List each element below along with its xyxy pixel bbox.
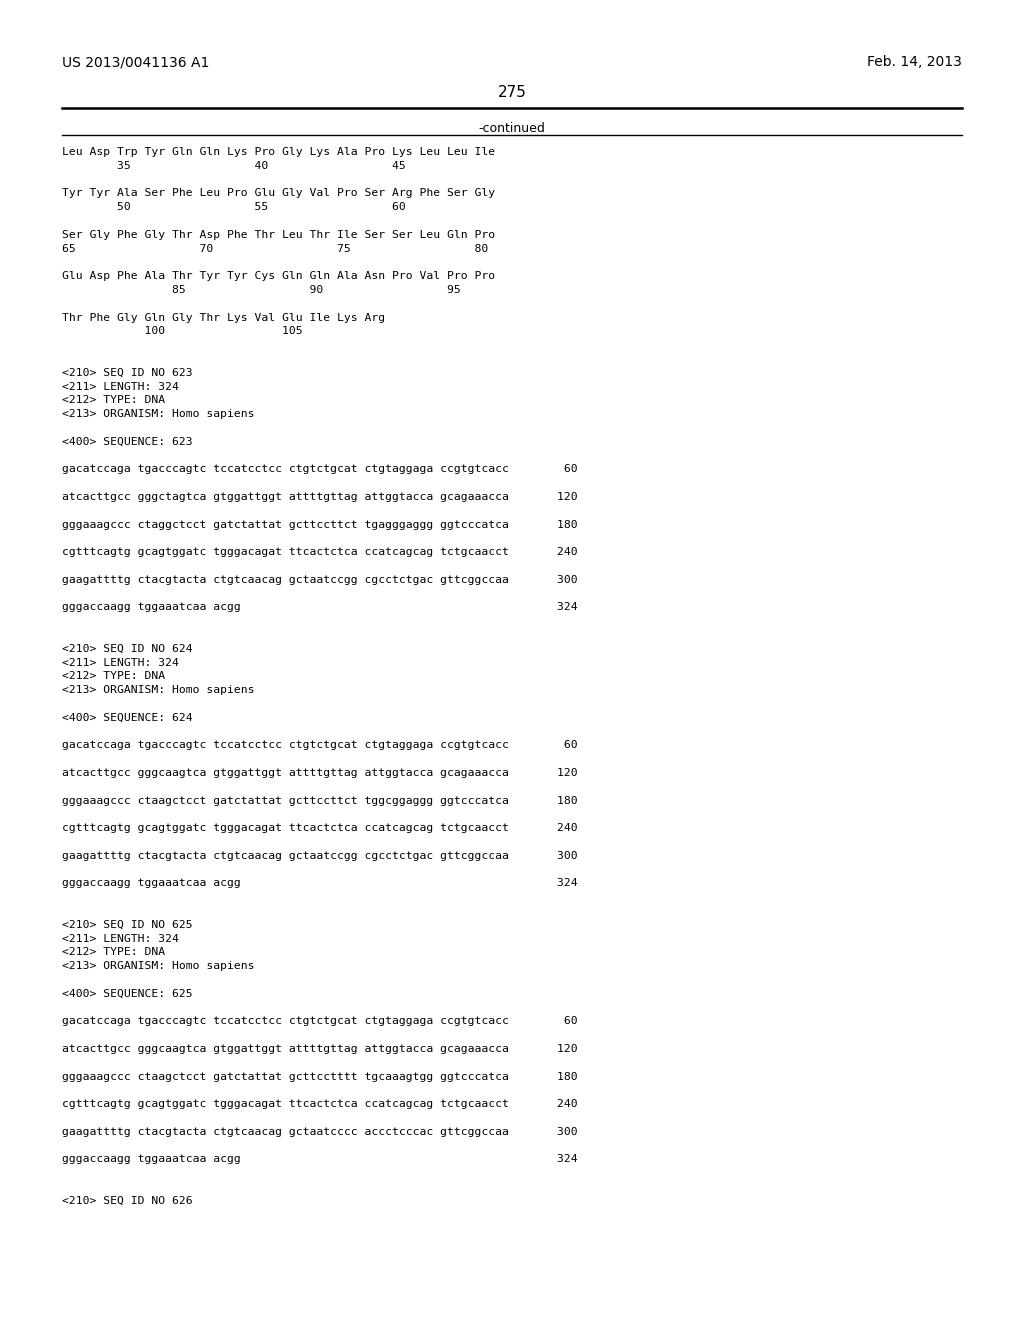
Text: Glu Asp Phe Ala Thr Tyr Tyr Cys Gln Gln Ala Asn Pro Val Pro Pro: Glu Asp Phe Ala Thr Tyr Tyr Cys Gln Gln … xyxy=(62,271,496,281)
Text: <213> ORGANISM: Homo sapiens: <213> ORGANISM: Homo sapiens xyxy=(62,961,255,972)
Text: gggaccaagg tggaaatcaa acgg                                              324: gggaccaagg tggaaatcaa acgg 324 xyxy=(62,1155,578,1164)
Text: 65                  70                  75                  80: 65 70 75 80 xyxy=(62,244,488,253)
Text: atcacttgcc gggcaagtca gtggattggt attttgttag attggtacca gcagaaacca       120: atcacttgcc gggcaagtca gtggattggt attttgt… xyxy=(62,1044,578,1053)
Text: <400> SEQUENCE: 625: <400> SEQUENCE: 625 xyxy=(62,989,193,999)
Text: gggaaagccc ctaggctcct gatctattat gcttccttct tgagggaggg ggtcccatca       180: gggaaagccc ctaggctcct gatctattat gcttcct… xyxy=(62,520,578,529)
Text: 50                  55                  60: 50 55 60 xyxy=(62,202,406,213)
Text: 35                  40                  45: 35 40 45 xyxy=(62,161,406,170)
Text: <213> ORGANISM: Homo sapiens: <213> ORGANISM: Homo sapiens xyxy=(62,409,255,420)
Text: gggaccaagg tggaaatcaa acgg                                              324: gggaccaagg tggaaatcaa acgg 324 xyxy=(62,878,578,888)
Text: cgtttcagtg gcagtggatc tgggacagat ttcactctca ccatcagcag tctgcaacct       240: cgtttcagtg gcagtggatc tgggacagat ttcactc… xyxy=(62,824,578,833)
Text: US 2013/0041136 A1: US 2013/0041136 A1 xyxy=(62,55,209,69)
Text: Feb. 14, 2013: Feb. 14, 2013 xyxy=(867,55,962,69)
Text: <212> TYPE: DNA: <212> TYPE: DNA xyxy=(62,672,165,681)
Text: gacatccaga tgacccagtc tccatcctcc ctgtctgcat ctgtaggaga ccgtgtcacc        60: gacatccaga tgacccagtc tccatcctcc ctgtctg… xyxy=(62,465,578,474)
Text: 275: 275 xyxy=(498,84,526,100)
Text: 85                  90                  95: 85 90 95 xyxy=(62,285,461,294)
Text: gacatccaga tgacccagtc tccatcctcc ctgtctgcat ctgtaggaga ccgtgtcacc        60: gacatccaga tgacccagtc tccatcctcc ctgtctg… xyxy=(62,1016,578,1027)
Text: <212> TYPE: DNA: <212> TYPE: DNA xyxy=(62,948,165,957)
Text: <212> TYPE: DNA: <212> TYPE: DNA xyxy=(62,396,165,405)
Text: atcacttgcc gggctagtca gtggattggt attttgttag attggtacca gcagaaacca       120: atcacttgcc gggctagtca gtggattggt attttgt… xyxy=(62,492,578,502)
Text: cgtttcagtg gcagtggatc tgggacagat ttcactctca ccatcagcag tctgcaacct       240: cgtttcagtg gcagtggatc tgggacagat ttcactc… xyxy=(62,1100,578,1109)
Text: Ser Gly Phe Gly Thr Asp Phe Thr Leu Thr Ile Ser Ser Leu Gln Pro: Ser Gly Phe Gly Thr Asp Phe Thr Leu Thr … xyxy=(62,230,496,240)
Text: <210> SEQ ID NO 624: <210> SEQ ID NO 624 xyxy=(62,644,193,653)
Text: gggaaagccc ctaagctcct gatctattat gcttccttct tggcggaggg ggtcccatca       180: gggaaagccc ctaagctcct gatctattat gcttcct… xyxy=(62,796,578,805)
Text: 100                 105: 100 105 xyxy=(62,326,303,337)
Text: <400> SEQUENCE: 623: <400> SEQUENCE: 623 xyxy=(62,437,193,446)
Text: <211> LENGTH: 324: <211> LENGTH: 324 xyxy=(62,381,179,392)
Text: gggaccaagg tggaaatcaa acgg                                              324: gggaccaagg tggaaatcaa acgg 324 xyxy=(62,602,578,612)
Text: cgtttcagtg gcagtggatc tgggacagat ttcactctca ccatcagcag tctgcaacct       240: cgtttcagtg gcagtggatc tgggacagat ttcactc… xyxy=(62,548,578,557)
Text: Leu Asp Trp Tyr Gln Gln Lys Pro Gly Lys Ala Pro Lys Leu Leu Ile: Leu Asp Trp Tyr Gln Gln Lys Pro Gly Lys … xyxy=(62,147,496,157)
Text: <211> LENGTH: 324: <211> LENGTH: 324 xyxy=(62,657,179,668)
Text: <400> SEQUENCE: 624: <400> SEQUENCE: 624 xyxy=(62,713,193,723)
Text: -continued: -continued xyxy=(478,121,546,135)
Text: Tyr Tyr Ala Ser Phe Leu Pro Glu Gly Val Pro Ser Arg Phe Ser Gly: Tyr Tyr Ala Ser Phe Leu Pro Glu Gly Val … xyxy=(62,189,496,198)
Text: gacatccaga tgacccagtc tccatcctcc ctgtctgcat ctgtaggaga ccgtgtcacc        60: gacatccaga tgacccagtc tccatcctcc ctgtctg… xyxy=(62,741,578,750)
Text: gaagattttg ctacgtacta ctgtcaacag gctaatccgg cgcctctgac gttcggccaa       300: gaagattttg ctacgtacta ctgtcaacag gctaatc… xyxy=(62,851,578,861)
Text: <211> LENGTH: 324: <211> LENGTH: 324 xyxy=(62,933,179,944)
Text: gaagattttg ctacgtacta ctgtcaacag gctaatcccc accctcccac gttcggccaa       300: gaagattttg ctacgtacta ctgtcaacag gctaatc… xyxy=(62,1127,578,1137)
Text: gggaaagccc ctaagctcct gatctattat gcttcctttt tgcaaagtgg ggtcccatca       180: gggaaagccc ctaagctcct gatctattat gcttcct… xyxy=(62,1072,578,1081)
Text: <210> SEQ ID NO 625: <210> SEQ ID NO 625 xyxy=(62,920,193,929)
Text: Thr Phe Gly Gln Gly Thr Lys Val Glu Ile Lys Arg: Thr Phe Gly Gln Gly Thr Lys Val Glu Ile … xyxy=(62,313,385,322)
Text: gaagattttg ctacgtacta ctgtcaacag gctaatccgg cgcctctgac gttcggccaa       300: gaagattttg ctacgtacta ctgtcaacag gctaatc… xyxy=(62,574,578,585)
Text: <213> ORGANISM: Homo sapiens: <213> ORGANISM: Homo sapiens xyxy=(62,685,255,696)
Text: atcacttgcc gggcaagtca gtggattggt attttgttag attggtacca gcagaaacca       120: atcacttgcc gggcaagtca gtggattggt attttgt… xyxy=(62,768,578,777)
Text: <210> SEQ ID NO 623: <210> SEQ ID NO 623 xyxy=(62,368,193,378)
Text: <210> SEQ ID NO 626: <210> SEQ ID NO 626 xyxy=(62,1196,193,1205)
